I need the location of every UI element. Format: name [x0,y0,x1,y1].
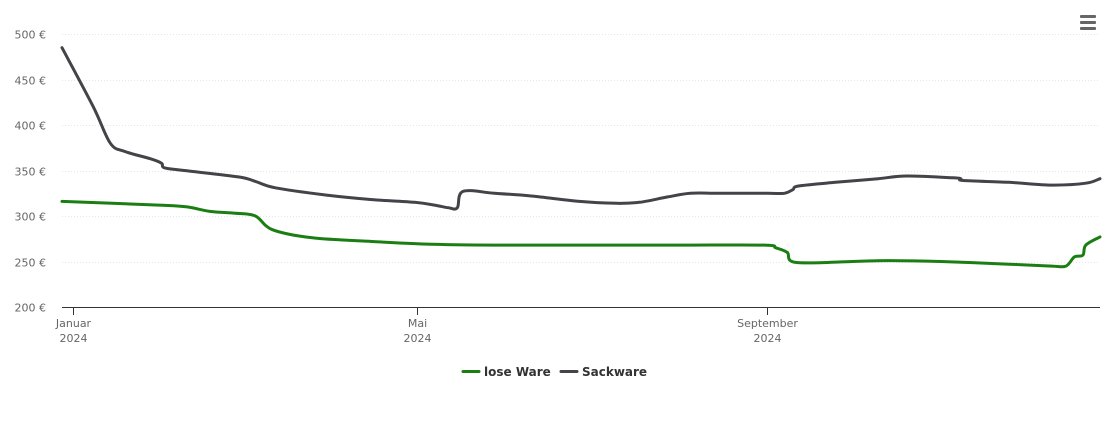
y-axis: 200 € 250 € 300 € 350 € 400 € 450 € 500 € [15,29,47,315]
series-line-sackware[interactable] [60,46,1102,211]
series-group [60,46,1102,269]
y-tick-label: 500 € [15,29,47,42]
y-tick-label: 250 € [15,257,47,270]
y-tick-label: 200 € [15,302,47,315]
y-tick-label: 300 € [15,211,47,224]
x-tick-label-year: 2024 [60,332,88,345]
x-tick-label-month: September [737,317,798,330]
x-tick-label-month: Januar [55,317,92,330]
y-tick-label: 450 € [15,75,47,88]
legend-item-lose-ware[interactable]: lose Ware [461,365,551,379]
y-tick-label: 400 € [15,120,47,133]
series-line-lose-ware[interactable] [60,199,1102,269]
y-tick-label: 350 € [15,166,47,179]
legend-item-sackware[interactable]: Sackware [559,365,647,379]
x-tick-label-year: 2024 [754,332,782,345]
x-axis: Januar 2024 Mai 2024 September 2024 [55,307,1100,345]
x-tick-label-month: Mai [408,317,427,330]
legend[interactable]: lose Ware Sackware [461,365,647,379]
grid-lines [62,34,1100,263]
x-tick-label-year: 2024 [404,332,432,345]
legend-label: lose Ware [484,365,551,379]
legend-label: Sackware [582,365,647,379]
hamburger-menu-icon[interactable] [1076,10,1100,34]
